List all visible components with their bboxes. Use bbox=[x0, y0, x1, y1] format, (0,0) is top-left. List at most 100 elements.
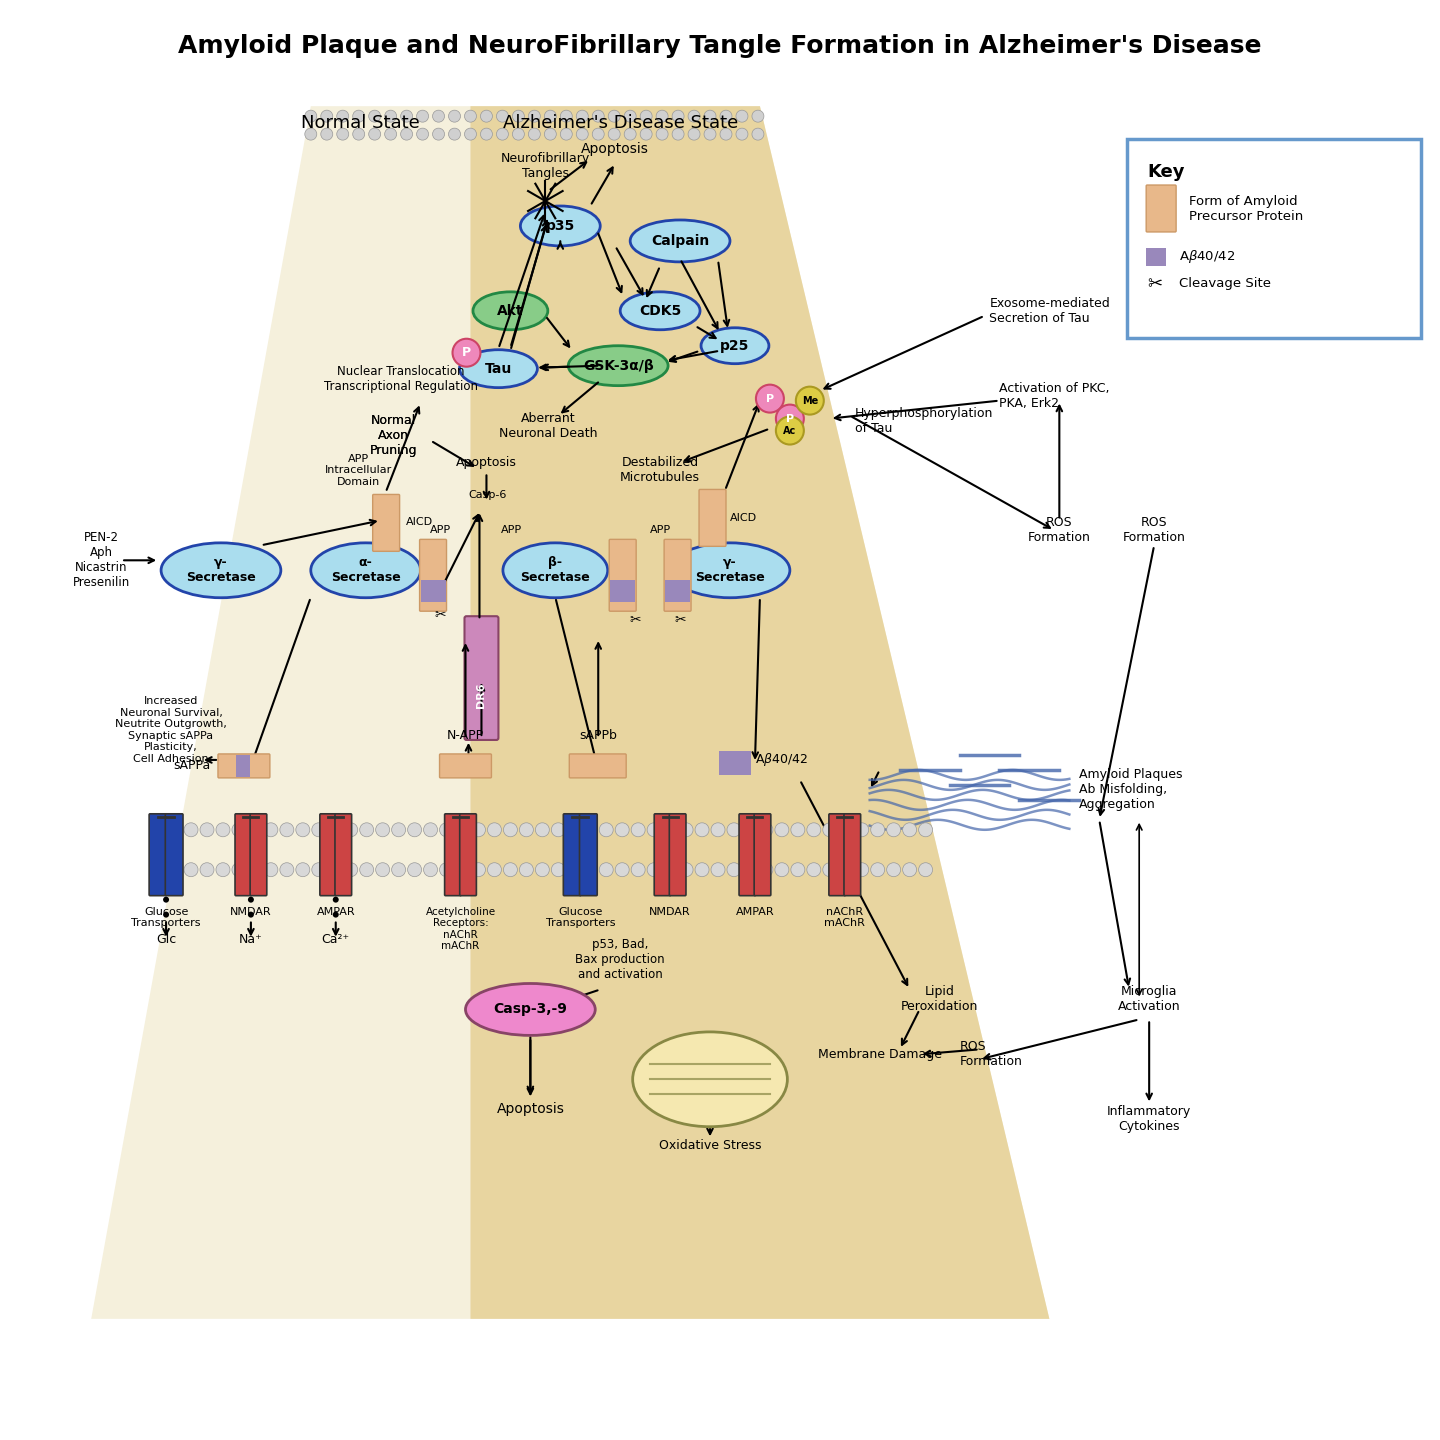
Circle shape bbox=[838, 822, 852, 837]
Circle shape bbox=[200, 822, 215, 837]
Circle shape bbox=[216, 863, 230, 877]
FancyBboxPatch shape bbox=[719, 750, 750, 775]
Ellipse shape bbox=[472, 292, 547, 330]
Circle shape bbox=[791, 863, 805, 877]
Circle shape bbox=[567, 822, 582, 837]
Circle shape bbox=[328, 822, 341, 837]
Text: sAPPa: sAPPa bbox=[174, 759, 212, 772]
Text: β-
Secretase: β- Secretase bbox=[520, 556, 590, 585]
Circle shape bbox=[536, 863, 549, 877]
Circle shape bbox=[903, 822, 917, 837]
Circle shape bbox=[662, 863, 677, 877]
Circle shape bbox=[408, 863, 422, 877]
Text: Increased
Neuronal Survival,
Neutrite Outgrowth,
Synaptic sAPPa
Plasticity,
Cell: Increased Neuronal Survival, Neutrite Ou… bbox=[115, 696, 228, 765]
Circle shape bbox=[680, 863, 693, 877]
FancyBboxPatch shape bbox=[251, 814, 266, 896]
Circle shape bbox=[448, 111, 461, 122]
Circle shape bbox=[328, 863, 341, 877]
Circle shape bbox=[736, 128, 747, 140]
Circle shape bbox=[752, 128, 763, 140]
Text: Na⁺: Na⁺ bbox=[239, 933, 262, 946]
Text: sAPPb: sAPPb bbox=[579, 729, 618, 742]
FancyBboxPatch shape bbox=[609, 540, 636, 611]
Circle shape bbox=[615, 863, 629, 877]
Circle shape bbox=[743, 822, 757, 837]
Text: ROS
Formation: ROS Formation bbox=[1028, 517, 1090, 544]
Text: Me: Me bbox=[802, 396, 818, 406]
Circle shape bbox=[576, 111, 589, 122]
Circle shape bbox=[736, 111, 747, 122]
Text: APP
Intracellular
Domain: APP Intracellular Domain bbox=[325, 454, 392, 487]
Circle shape bbox=[369, 128, 380, 140]
Circle shape bbox=[631, 822, 645, 837]
Text: Ac: Ac bbox=[783, 426, 796, 435]
Circle shape bbox=[488, 822, 501, 837]
Circle shape bbox=[481, 111, 492, 122]
Circle shape bbox=[465, 111, 477, 122]
FancyBboxPatch shape bbox=[1146, 184, 1176, 232]
Text: Amyloid Plaques
Ab Misfolding,
Aggregation: Amyloid Plaques Ab Misfolding, Aggregati… bbox=[1080, 769, 1182, 811]
Text: γ-
Secretase: γ- Secretase bbox=[186, 556, 256, 585]
Text: PEN-2
Aph
Nicastrin
Presenilin: PEN-2 Aph Nicastrin Presenilin bbox=[72, 531, 130, 589]
Ellipse shape bbox=[701, 328, 769, 364]
Text: Lipid
Peroxidation: Lipid Peroxidation bbox=[901, 985, 978, 1014]
Circle shape bbox=[592, 111, 605, 122]
Text: P: P bbox=[766, 393, 773, 403]
Circle shape bbox=[452, 338, 481, 367]
Circle shape bbox=[184, 822, 199, 837]
FancyBboxPatch shape bbox=[569, 755, 626, 778]
Text: AMPAR: AMPAR bbox=[317, 907, 356, 917]
Circle shape bbox=[903, 863, 917, 877]
Circle shape bbox=[560, 128, 572, 140]
Ellipse shape bbox=[631, 220, 730, 262]
FancyBboxPatch shape bbox=[844, 814, 861, 896]
Circle shape bbox=[416, 128, 429, 140]
Circle shape bbox=[184, 863, 199, 877]
FancyBboxPatch shape bbox=[439, 755, 491, 778]
Polygon shape bbox=[471, 107, 1050, 1319]
Circle shape bbox=[520, 863, 533, 877]
Text: Apoptosis: Apoptosis bbox=[456, 456, 517, 469]
Circle shape bbox=[752, 111, 763, 122]
Circle shape bbox=[791, 822, 805, 837]
Circle shape bbox=[647, 822, 661, 837]
FancyBboxPatch shape bbox=[829, 814, 845, 896]
FancyBboxPatch shape bbox=[373, 494, 400, 552]
Text: Microglia
Activation: Microglia Activation bbox=[1117, 985, 1181, 1014]
Circle shape bbox=[552, 822, 566, 837]
Circle shape bbox=[641, 128, 652, 140]
Circle shape bbox=[855, 863, 868, 877]
Text: Normal State: Normal State bbox=[301, 114, 420, 132]
Text: p35: p35 bbox=[546, 219, 575, 233]
Circle shape bbox=[838, 863, 852, 877]
Circle shape bbox=[248, 863, 262, 877]
Text: Aberrant
Neuronal Death: Aberrant Neuronal Death bbox=[500, 412, 598, 439]
Circle shape bbox=[344, 822, 357, 837]
Text: Inflammatory
Cytokines: Inflammatory Cytokines bbox=[1107, 1106, 1191, 1133]
Circle shape bbox=[567, 863, 582, 877]
Circle shape bbox=[696, 863, 708, 877]
Circle shape bbox=[688, 128, 700, 140]
Circle shape bbox=[624, 128, 636, 140]
Text: Amyloid Plaque and NeuroFibrillary Tangle Formation in Alzheimer's Disease: Amyloid Plaque and NeuroFibrillary Tangl… bbox=[179, 35, 1261, 58]
Circle shape bbox=[337, 111, 348, 122]
Text: DR6: DR6 bbox=[477, 683, 487, 708]
Circle shape bbox=[680, 822, 693, 837]
Text: α-
Secretase: α- Secretase bbox=[331, 556, 400, 585]
Text: Tau: Tau bbox=[485, 361, 513, 376]
Circle shape bbox=[455, 822, 469, 837]
Circle shape bbox=[504, 863, 517, 877]
Text: Key: Key bbox=[1148, 163, 1185, 181]
Text: APP: APP bbox=[649, 526, 671, 536]
Text: Apoptosis: Apoptosis bbox=[497, 1102, 564, 1116]
Circle shape bbox=[232, 822, 246, 837]
Circle shape bbox=[657, 111, 668, 122]
Text: ✂: ✂ bbox=[629, 613, 641, 628]
Circle shape bbox=[855, 822, 868, 837]
Circle shape bbox=[232, 863, 246, 877]
Circle shape bbox=[657, 128, 668, 140]
FancyBboxPatch shape bbox=[755, 814, 770, 896]
Text: A$\beta$40/42: A$\beta$40/42 bbox=[1179, 248, 1236, 265]
FancyBboxPatch shape bbox=[579, 814, 598, 896]
FancyBboxPatch shape bbox=[698, 490, 726, 546]
